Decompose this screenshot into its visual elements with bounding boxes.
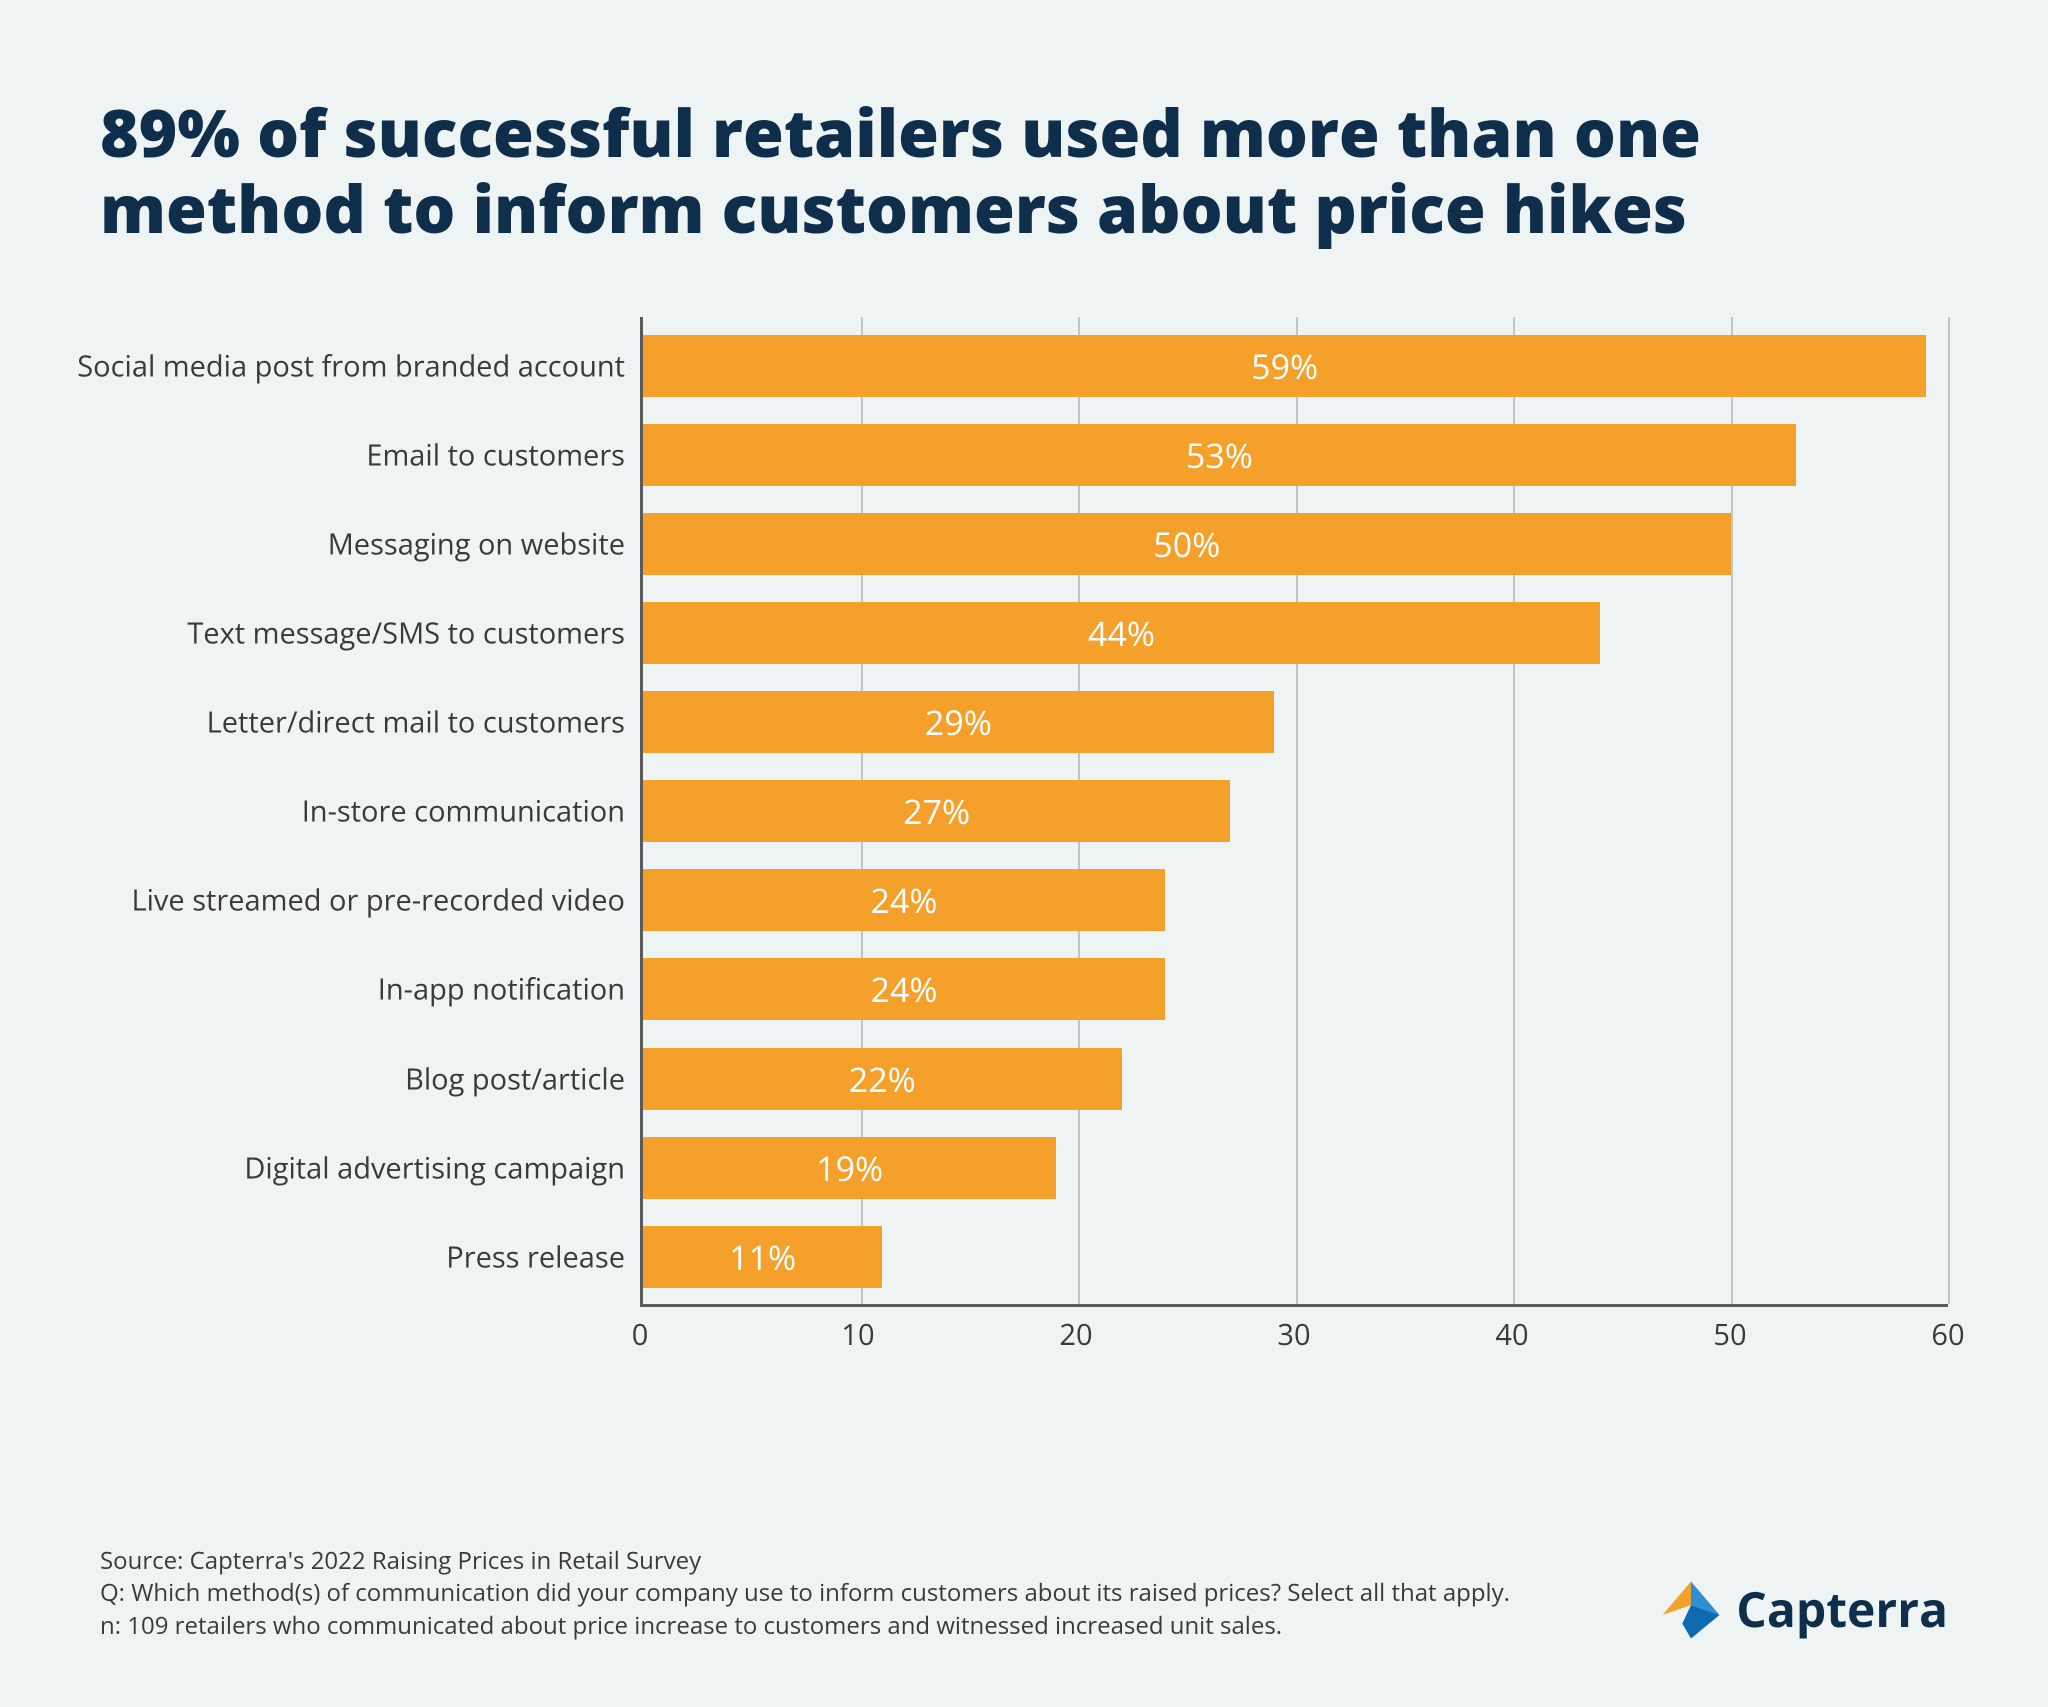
bars-container: Social media post from branded account59… (643, 335, 1948, 1288)
x-tick-label: 10 (841, 1315, 874, 1354)
bar-row: In-store communication27% (643, 780, 1948, 842)
bar-row: Live streamed or pre-recorded video24% (643, 869, 1948, 931)
capterra-logo-text: Capterra (1736, 1577, 1948, 1642)
bar: 24% (643, 869, 1165, 931)
bar-row: In-app notification24% (643, 958, 1948, 1020)
bar: 19% (643, 1137, 1056, 1199)
x-tick-label: 20 (1059, 1315, 1092, 1354)
bar-row: Press release11% (643, 1226, 1948, 1288)
bar-row: Blog post/article22% (643, 1048, 1948, 1110)
bar: 22% (643, 1048, 1122, 1110)
bar-category-label: Blog post/article (405, 1059, 643, 1098)
bar-chart: Social media post from branded account59… (100, 317, 1948, 1307)
bar-category-label: Press release (446, 1237, 643, 1276)
gridline (1948, 317, 1950, 1304)
bar: 29% (643, 691, 1274, 753)
plot-area: Social media post from branded account59… (640, 317, 1948, 1307)
bar-row: Email to customers53% (643, 424, 1948, 486)
x-tick-label: 50 (1713, 1315, 1746, 1354)
capterra-logo-icon (1660, 1579, 1722, 1641)
bar: 27% (643, 780, 1230, 842)
bar: 24% (643, 958, 1165, 1020)
bar-row: Digital advertising campaign19% (643, 1137, 1948, 1199)
x-tick-label: 30 (1277, 1315, 1310, 1354)
bar: 50% (643, 513, 1731, 575)
footnote-source: Source: Capterra's 2022 Raising Prices i… (100, 1545, 1510, 1577)
bar-category-label: Letter/direct mail to customers (207, 703, 643, 742)
footnote-n: n: 109 retailers who communicated about … (100, 1610, 1510, 1642)
bar-category-label: Live streamed or pre-recorded video (131, 881, 643, 920)
bar-category-label: Messaging on website (328, 524, 643, 563)
bar-row: Messaging on website50% (643, 513, 1948, 575)
x-tick-label: 0 (632, 1315, 649, 1354)
x-tick-label: 60 (1931, 1315, 1964, 1354)
chart-footer: Source: Capterra's 2022 Raising Prices i… (100, 1545, 1948, 1642)
capterra-logo: Capterra (1660, 1577, 1948, 1642)
bar-category-label: In-app notification (378, 970, 643, 1009)
bar-category-label: Text message/SMS to customers (187, 614, 643, 653)
footnotes: Source: Capterra's 2022 Raising Prices i… (100, 1545, 1510, 1642)
x-axis: 0102030405060 (640, 1315, 1948, 1365)
bar-row: Text message/SMS to customers44% (643, 602, 1948, 664)
bar: 59% (643, 335, 1926, 397)
bar: 44% (643, 602, 1600, 664)
bar-category-label: Social media post from branded account (77, 346, 643, 385)
bar-row: Social media post from branded account59… (643, 335, 1948, 397)
bar-row: Letter/direct mail to customers29% (643, 691, 1948, 753)
x-tick-label: 40 (1495, 1315, 1528, 1354)
bar: 11% (643, 1226, 882, 1288)
bar-category-label: In-store communication (302, 792, 643, 831)
bar-category-label: Digital advertising campaign (244, 1148, 643, 1187)
bar-category-label: Email to customers (366, 435, 643, 474)
bar: 53% (643, 424, 1796, 486)
footnote-question: Q: Which method(s) of communication did … (100, 1577, 1510, 1609)
chart-title: 89% of successful retailers used more th… (100, 95, 1948, 247)
